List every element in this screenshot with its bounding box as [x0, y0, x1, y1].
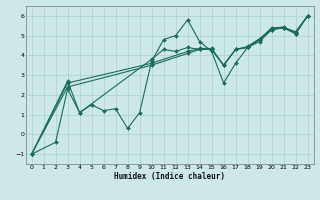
X-axis label: Humidex (Indice chaleur): Humidex (Indice chaleur) — [114, 172, 225, 181]
